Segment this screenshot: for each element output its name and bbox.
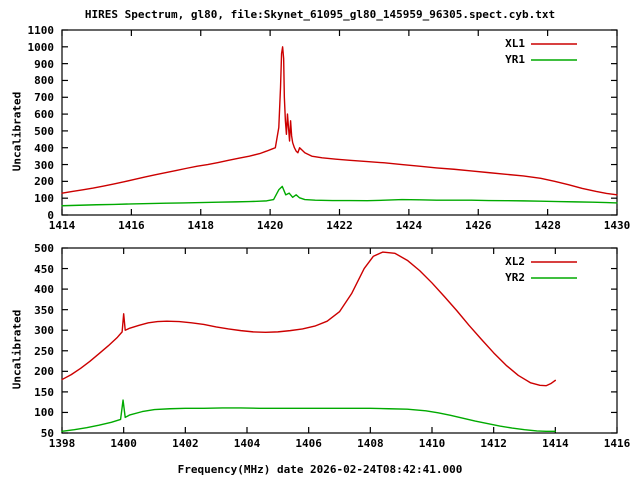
x-axis-label: Frequency(MHz) date 2026-02-24T08:42:41.… — [177, 463, 463, 476]
x-tick-label: 1418 — [187, 219, 215, 232]
y-tick-label: 600 — [34, 108, 54, 122]
y-tick-label: 400 — [34, 141, 54, 155]
x-tick-label: 1402 — [172, 437, 199, 450]
x-tick-label: 1412 — [480, 437, 507, 450]
x-tick-label: 1416 — [118, 219, 145, 232]
legend-label-yr2: YR2 — [505, 271, 525, 284]
y-tick-label: 700 — [34, 91, 54, 105]
x-tick-label: 1430 — [603, 219, 631, 232]
y-tick-label: 500 — [34, 124, 54, 138]
y-tick-label: 400 — [34, 283, 54, 297]
top-panel-canvas — [61, 29, 618, 216]
y-tick-label: 0 — [47, 209, 54, 222]
y-tick-label: 500 — [34, 242, 54, 255]
y-tick-label: 200 — [34, 365, 54, 379]
x-tick-label: 1420 — [256, 219, 284, 232]
x-tick-label: 1404 — [233, 437, 261, 450]
y-tick-label: 200 — [34, 175, 54, 189]
y-tick-label: 300 — [34, 324, 54, 338]
page-title: HIRES Spectrum, gl80, file:Skynet_61095_… — [84, 8, 556, 21]
x-tick-label: 1408 — [357, 437, 384, 450]
y-tick-label: 100 — [34, 192, 54, 206]
top-panel: Uncalibrated 0 100 200 300 400 500 600 700 800 90… — [0, 22, 640, 237]
y-tick-label: 300 — [34, 158, 54, 172]
x-tick-label: 1410 — [418, 437, 446, 450]
x-tick-label: 1400 — [110, 437, 137, 450]
legend-label-yr1: YR1 — [505, 53, 525, 66]
y-tick-label: 350 — [34, 303, 54, 317]
y-tick-label: 150 — [34, 385, 54, 399]
x-tick-label: 1406 — [295, 437, 322, 450]
x-tick-label: 1424 — [395, 219, 423, 232]
x-tick-label: 1398 — [48, 437, 76, 450]
y-tick-label: 250 — [34, 344, 54, 358]
legend-label-xl2: XL2 — [505, 255, 525, 268]
legend-label-xl1: XL1 — [505, 37, 525, 50]
y-tick-label: 1100 — [27, 24, 55, 37]
x-tick-label: 1422 — [326, 219, 353, 232]
y-tick-label: 100 — [34, 406, 54, 420]
x-tick-label: 1416 — [603, 437, 631, 450]
bottom-panel: Uncalibrated 50 100 150 200 250 300 350 400 450 5… — [0, 240, 640, 455]
y-tick-label: 900 — [34, 57, 54, 71]
x-tick-label: 1426 — [465, 219, 492, 232]
y-tick-label: 50 — [40, 427, 54, 440]
x-tick-label: 1414 — [48, 219, 76, 232]
y-tick-label: 450 — [34, 262, 54, 276]
y-tick-label: 1000 — [27, 40, 55, 54]
x-tick-label: 1414 — [542, 437, 569, 450]
y-tick-label: 800 — [34, 74, 54, 88]
bottom-panel-canvas — [61, 247, 618, 434]
x-tick-label: 1428 — [534, 219, 561, 232]
